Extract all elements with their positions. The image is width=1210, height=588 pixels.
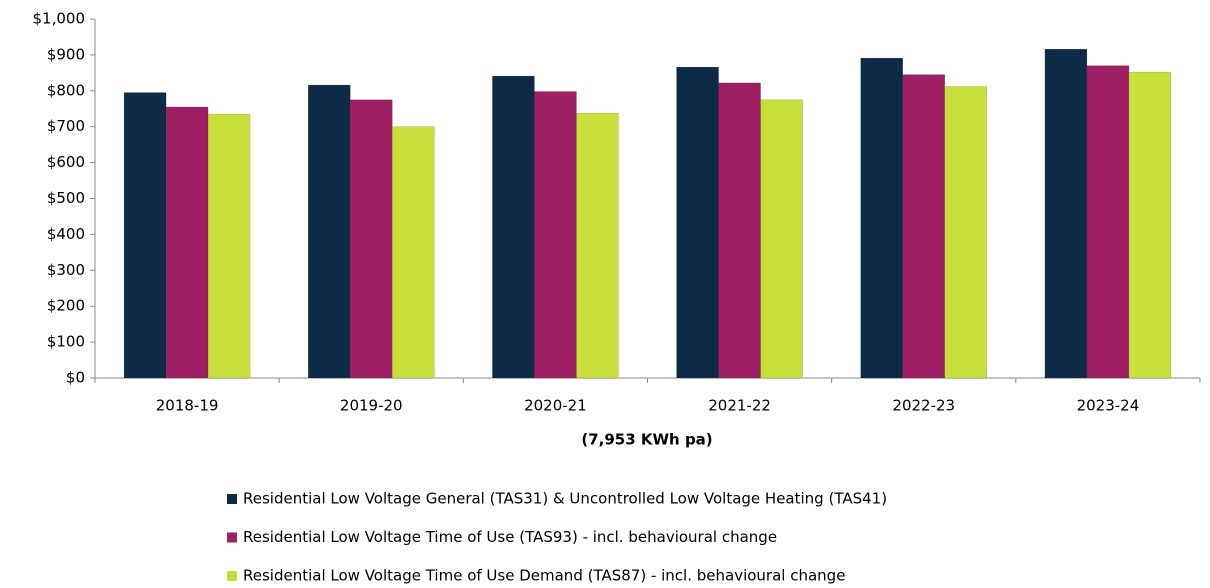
bar: [350, 99, 393, 379]
bar: [1128, 71, 1172, 379]
bar: [902, 74, 945, 379]
x-axis-label: (7,953 KWh pa): [581, 431, 712, 449]
bar: [944, 86, 987, 379]
bar: [492, 75, 535, 379]
x-tick-label: 2019-20: [340, 397, 403, 415]
y-tick-label: $0: [66, 369, 85, 387]
bar: [760, 99, 803, 379]
bar: [1086, 65, 1130, 379]
legend-swatch: [227, 571, 237, 581]
y-tick-label: $200: [47, 297, 85, 315]
legend-swatch: [227, 532, 237, 543]
y-tick-label: $800: [47, 81, 85, 99]
bar: [718, 82, 761, 379]
bar: [534, 91, 577, 379]
legend-label: Residential Low Voltage Time of Use (TAS…: [243, 528, 777, 546]
y-tick-label: $400: [47, 225, 85, 243]
x-tick-label: 2023-24: [1077, 397, 1140, 415]
bar: [1044, 48, 1088, 379]
legend-label: Residential Low Voltage Time of Use Dema…: [243, 567, 845, 585]
y-tick-label: $100: [47, 333, 85, 351]
x-tick-label: 2022-23: [892, 397, 955, 415]
y-tick-label: $600: [47, 153, 85, 171]
bar: [392, 126, 435, 379]
bar: [860, 57, 903, 379]
x-tick-label: 2018-19: [156, 397, 219, 415]
legend-swatch: [227, 494, 237, 504]
y-tick-label: $500: [47, 189, 85, 207]
bar: [207, 113, 251, 379]
bar: [676, 66, 719, 379]
x-tick-label: 2020-21: [524, 397, 587, 415]
y-tick-label: $900: [47, 45, 85, 63]
bar: [308, 84, 351, 379]
bar: [165, 106, 209, 379]
x-tick-label: 2021-22: [708, 397, 771, 415]
y-tick-label: $300: [47, 261, 85, 279]
y-tick-label: $1,000: [33, 10, 86, 28]
bar: [123, 92, 167, 379]
legend-label: Residential Low Voltage General (TAS31) …: [243, 490, 887, 508]
y-tick-label: $700: [47, 117, 85, 135]
bar: [576, 112, 619, 379]
